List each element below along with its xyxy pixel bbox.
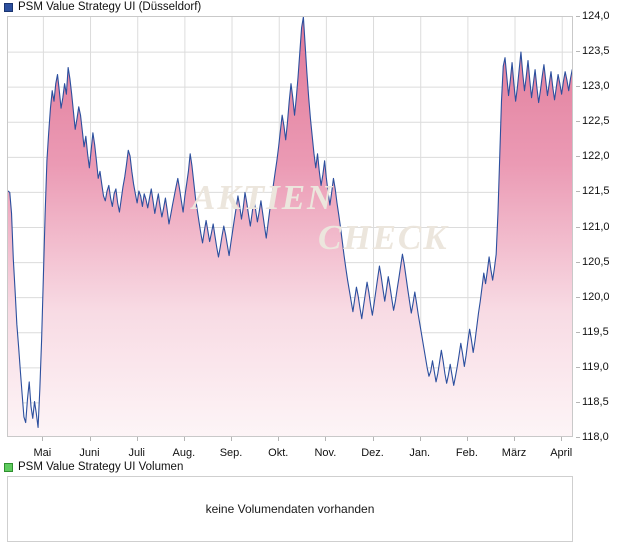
- x-tick-mark: [514, 437, 516, 441]
- y-tick-mark: [576, 296, 580, 298]
- y-tick-mark: [576, 437, 580, 438]
- x-tick-label: Sep.: [219, 447, 243, 459]
- y-tick-label: 123,5: [582, 45, 610, 58]
- volume-empty-message: keine Volumendaten vorhanden: [205, 502, 375, 516]
- y-axis: 118,0 118,5 119,0 119,5 120,0 120,5 121,0 121,5…: [576, 10, 620, 443]
- y-tick-label: 118,0: [582, 431, 609, 443]
- price-chart-svg: [8, 17, 572, 436]
- y-tick-mark: [576, 261, 580, 263]
- volume-series-legend[interactable]: PSM Value Strategy UI Volumen: [4, 461, 183, 473]
- x-tick-label: Mai: [33, 447, 52, 459]
- x-tick-mark: [231, 437, 233, 441]
- y-tick-label: 119,0: [582, 360, 609, 373]
- x-tick-label: April: [550, 447, 573, 459]
- y-tick-mark: [576, 16, 580, 17]
- x-tick-label: Aug.: [172, 447, 196, 459]
- x-tick-label: Nov.: [314, 447, 337, 459]
- x-tick-label: Jan.: [409, 447, 431, 459]
- x-tick-mark: [278, 437, 280, 441]
- x-tick-mark: [89, 437, 91, 441]
- y-tick-label: 121,0: [582, 220, 610, 233]
- price-series-legend[interactable]: PSM Value Strategy UI (Düsseldorf): [4, 1, 201, 13]
- y-tick-label: 123,0: [582, 80, 610, 93]
- x-tick-label: Okt.: [268, 447, 289, 459]
- y-tick-mark: [576, 156, 580, 158]
- y-tick-label: 119,5: [582, 325, 609, 338]
- x-tick-label: Juni: [79, 447, 100, 459]
- price-chart-panel[interactable]: [7, 16, 573, 437]
- price-legend-swatch-icon: [4, 2, 13, 12]
- y-tick-mark: [576, 51, 580, 53]
- y-tick-label: 122,5: [582, 115, 610, 128]
- y-tick-mark: [576, 401, 580, 403]
- x-tick-label: Juli: [128, 447, 145, 459]
- y-tick-mark: [576, 86, 580, 88]
- y-tick-label: 124,0: [582, 10, 610, 22]
- y-tick-mark: [576, 191, 580, 193]
- y-tick-label: 121,5: [582, 185, 610, 198]
- x-tick-mark: [42, 437, 44, 441]
- price-line: [8, 17, 572, 429]
- x-tick-mark: [136, 437, 138, 441]
- x-tick-label: März: [501, 447, 527, 459]
- x-tick-mark: [561, 437, 563, 441]
- y-tick-mark: [576, 121, 580, 123]
- y-tick-label: 122,0: [582, 150, 610, 163]
- y-tick-mark: [576, 331, 580, 333]
- x-tick-label: Dez.: [361, 447, 384, 459]
- x-tick-mark: [183, 437, 185, 441]
- y-tick-label: 118,5: [582, 395, 609, 408]
- x-tick-label: Feb.: [455, 447, 478, 459]
- y-tick-label: 120,5: [582, 255, 610, 268]
- volume-chart-panel: keine Volumendaten vorhanden: [7, 476, 573, 542]
- x-axis: Mai Juni Juli Aug. Sep. Okt. Nov. Dez. Jan. Feb. M…: [7, 437, 573, 461]
- x-tick-mark: [372, 437, 374, 441]
- price-area-fill: [8, 17, 572, 436]
- volume-legend-label: PSM Value Strategy UI Volumen: [18, 461, 184, 473]
- x-tick-mark: [419, 437, 421, 441]
- x-tick-mark: [325, 437, 327, 441]
- y-tick-mark: [576, 226, 580, 228]
- y-tick-label: 120,0: [582, 290, 610, 303]
- y-tick-mark: [576, 366, 580, 368]
- volume-legend-swatch-icon: [4, 462, 13, 472]
- x-tick-mark: [466, 437, 468, 441]
- price-legend-label: PSM Value Strategy UI (Düsseldorf): [18, 1, 202, 13]
